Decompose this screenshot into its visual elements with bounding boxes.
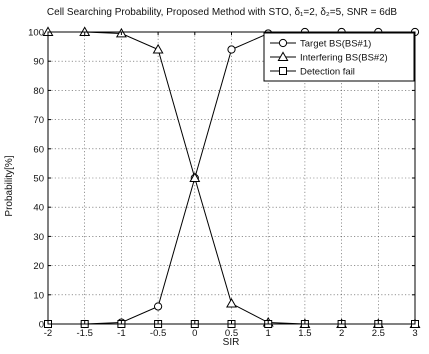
data-point	[154, 302, 163, 311]
x-tick-label: 1	[266, 328, 271, 339]
data-point	[227, 45, 236, 54]
x-tick-label: 3	[412, 328, 417, 339]
y-tick-label: 10	[33, 290, 44, 301]
x-tick-label: -1.5	[77, 328, 93, 339]
x-tick-label: 0.5	[225, 328, 238, 339]
data-point	[79, 26, 91, 36]
y-tick-label: 60	[33, 144, 44, 155]
data-point	[189, 172, 201, 182]
y-tick-label: 30	[33, 232, 44, 243]
y-axis-label: Probability[%]	[4, 155, 15, 216]
legend-marker	[279, 67, 287, 75]
y-tick-label: 0	[39, 320, 44, 331]
x-tick-label: -1	[117, 328, 125, 339]
x-tick-label: 1.5	[298, 328, 311, 339]
legend: Target BS(BS#1) Interfering BS(BS#2) Detec…	[263, 32, 415, 82]
chart-title: Cell Searching Probability, Proposed Met…	[47, 7, 397, 18]
x-tick-label: -0.5	[150, 328, 166, 339]
data-point	[226, 297, 237, 308]
y-tick-label: 40	[33, 203, 44, 214]
axis-ticks: -2 -1.5 -1 -0.5 0 0.5 1 1.5 2 2.5 3010203040506070…	[28, 28, 418, 340]
y-tick-label: 20	[33, 261, 44, 272]
legend-entry-target-bs: Target BS(BS#1)	[270, 39, 371, 50]
x-tick-label: 2	[339, 328, 344, 339]
legend-entry-interfering-bs: Interfering BS(BS#2)	[270, 51, 388, 64]
data-point	[152, 43, 164, 54]
x-tick-label: 0	[192, 328, 197, 339]
y-tick-label: 50	[33, 174, 44, 185]
y-tick-label: 70	[33, 115, 44, 126]
x-tick-label: -2	[44, 328, 52, 339]
legend-label: Interfering BS(BS#2)	[300, 53, 388, 64]
legend-entry-detection-fail: Detection fail	[270, 67, 355, 78]
x-tick-label: 2.5	[372, 328, 385, 339]
legend-marker	[277, 51, 289, 61]
legend-label: Detection fail	[300, 67, 355, 78]
legend-label: Target BS(BS#1)	[300, 39, 371, 50]
y-tick-label: 80	[33, 86, 44, 97]
x-axis-label: SIR	[223, 337, 240, 348]
y-tick-label: 90	[33, 57, 44, 68]
legend-marker	[278, 38, 288, 48]
y-tick-label: 100	[28, 28, 44, 39]
